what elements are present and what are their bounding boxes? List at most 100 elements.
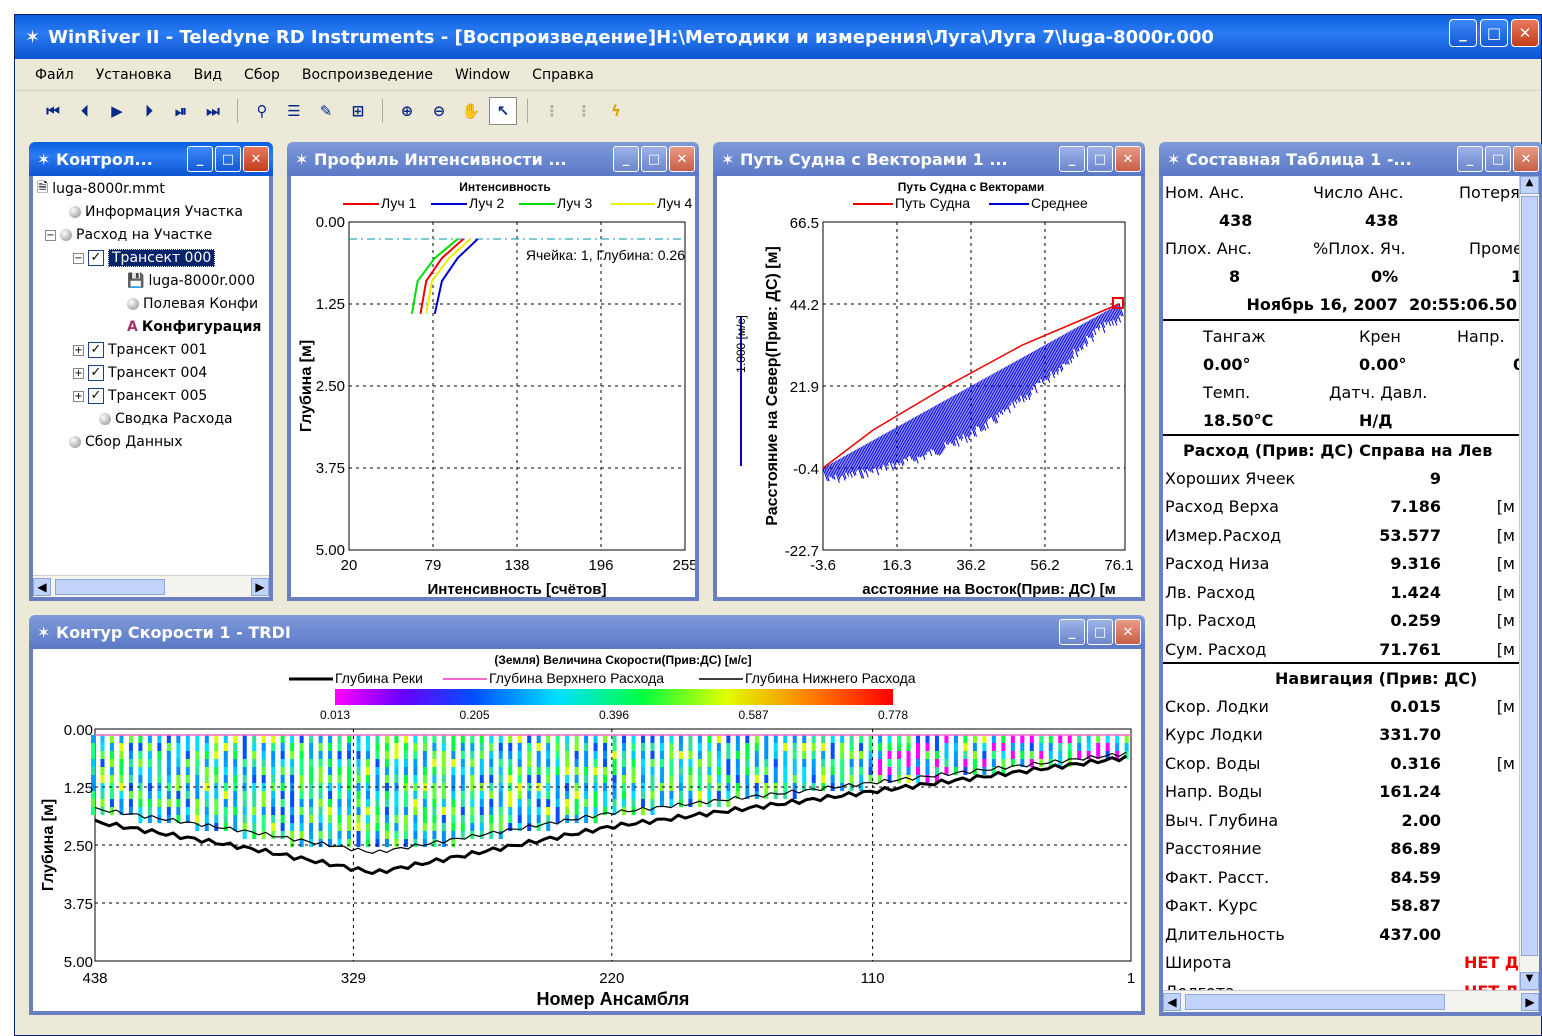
close-button[interactable]: ✕ [1115,619,1141,645]
minimize-button[interactable]: _ [1449,19,1477,47]
minimize-button[interactable]: _ [1059,619,1085,645]
track-window-title[interactable]: ✶ Путь Судна с Векторами 1 ... _ □ ✕ [713,142,1145,176]
contour-cell [498,735,503,743]
menu-playback[interactable]: Воспроизведение [301,66,433,83]
contour-cell [271,807,276,815]
minimize-button[interactable]: _ [187,146,213,172]
scroll-right-icon[interactable]: ▶ [1521,992,1539,1011]
control-window-title[interactable]: ✶ Контрол... _ □ ✕ [29,142,273,176]
contour-cell [432,791,437,799]
properties-icon[interactable]: ☰ [287,102,301,120]
tree-item-site-info[interactable]: Информация Участка [69,201,243,223]
table-window-title[interactable]: ✶ Составная Таблица 1 -... _ □ ✕ [1159,142,1542,176]
first-icon[interactable]: ⏮ [46,102,60,120]
velocity-vector [1017,359,1031,397]
expand-icon[interactable]: + [73,367,84,379]
last-icon[interactable]: ⏭ [206,102,220,120]
tree-item-transect-004[interactable]: + ✓ Трансект 004 [73,365,208,381]
maximize-button[interactable]: □ [1087,146,1113,172]
grid-off-icon[interactable]: ⋮ [544,102,560,120]
play-icon[interactable]: ▶ [111,102,123,120]
menu-view[interactable]: Вид [193,66,223,83]
expand-icon[interactable]: + [73,390,84,402]
collapse-icon[interactable]: − [73,252,84,264]
tree-item-project[interactable]: 🗎 luga-8000r.mmt [37,178,165,200]
contour-cell [223,743,228,751]
tree-item-summary[interactable]: Сводка Расхода [99,408,233,430]
scroll-right-icon[interactable]: ▶ [251,577,269,596]
step-icon[interactable]: ⏵ [145,102,153,120]
legend-item: Глубина Верхнего Расхода [489,670,664,686]
maximize-button[interactable]: □ [1485,146,1511,172]
close-button[interactable]: ✕ [243,146,269,172]
maximize-button[interactable]: □ [641,146,667,172]
vertical-scrollbar[interactable]: ▲ ▼ [1519,176,1539,990]
edit-icon[interactable]: ✎ [319,102,333,120]
horizontal-scrollbar[interactable]: ◀ ▶ [1163,990,1539,1012]
contour-cell [574,767,579,775]
tree-item-transect-005[interactable]: + ✓ Трансект 005 [73,388,208,404]
close-button[interactable]: ✕ [669,146,695,172]
pause-icon[interactable]: ⏯ [174,102,187,120]
velocity-vector [859,447,868,470]
close-button[interactable]: ✕ [1115,146,1141,172]
scroll-left-icon[interactable]: ◀ [33,577,51,596]
zoom-out-icon[interactable]: ⊖ [432,102,446,120]
checkbox[interactable]: ✓ [88,250,104,266]
prev-icon[interactable]: ⏴ [81,102,89,120]
checkbox[interactable]: ✓ [88,342,104,358]
velocity-vector [1003,367,1018,404]
contour-cell [897,751,902,759]
expand-icon[interactable]: + [73,344,84,356]
maximize-button[interactable]: □ [1087,619,1113,645]
tree-item-acquire[interactable]: Сбор Данных [69,431,182,453]
tree-item-transect-000[interactable]: − ✓ Трансект 000 [73,247,216,269]
x-tick-label: 36.2 [956,557,985,574]
scroll-thumb[interactable] [55,578,165,595]
lightning-icon[interactable]: ϟ [611,102,621,120]
tree-item-config[interactable]: A Конфигурация [127,319,262,335]
menu-acquire[interactable]: Сбор [244,66,280,83]
zoom-in-icon[interactable]: ⊕ [400,102,414,120]
x-tick-label: 196 [588,557,613,574]
maximize-button[interactable]: □ [1480,19,1508,47]
contour-window-title[interactable]: ✶ Контур Скорости 1 - TRDI _ □ ✕ [29,615,1145,649]
contour-cell [109,735,114,743]
close-button[interactable]: ✕ [1511,19,1539,47]
scroll-thumb[interactable] [1521,196,1538,956]
tree-item-transect-001[interactable]: + ✓ Трансект 001 [73,342,208,358]
horizontal-scrollbar[interactable]: ◀ ▶ [33,575,269,597]
tree-item-field-config[interactable]: Полевая Конфи [127,293,258,315]
tree-item-site-discharge[interactable]: − Расход на Участке [45,227,213,243]
scroll-down-icon[interactable]: ▼ [1520,972,1539,990]
contour-cell [584,751,589,759]
scroll-up-icon[interactable]: ▲ [1520,176,1539,194]
minimize-button[interactable]: _ [613,146,639,172]
velocity-vector [881,434,893,464]
checkbox[interactable]: ✓ [88,365,104,381]
scroll-left-icon[interactable]: ◀ [1163,992,1181,1011]
contour-cell [347,751,352,759]
probe-icon[interactable]: ⚲ [256,102,268,120]
maximize-button[interactable]: □ [215,146,241,172]
title-bar[interactable]: ✶ WinRiver II - Teledyne RD Instruments … [15,15,1541,59]
menu-setup[interactable]: Установка [95,66,172,83]
pan-icon[interactable]: ✋ [461,102,481,120]
menu-file[interactable]: Файл [35,66,74,83]
minimize-button[interactable]: _ [1457,146,1483,172]
tree-item-file[interactable]: 💾 luga-8000r.000 [127,273,255,289]
checkbox[interactable]: ✓ [88,388,104,404]
contour-cell [422,743,427,751]
pointer-icon[interactable]: ↖ [489,97,517,125]
menu-help[interactable]: Справка [532,66,594,83]
grid-icon[interactable]: ⊞ [351,102,365,120]
intensity-window-title[interactable]: ✶ Профиль Интенсивности ... _ □ ✕ [287,142,699,176]
menu-window[interactable]: Window [454,66,511,83]
columns-icon[interactable]: ⋮ [576,102,592,120]
minimize-button[interactable]: _ [1059,146,1085,172]
close-button[interactable]: ✕ [1513,146,1539,172]
scroll-thumb[interactable] [1185,993,1445,1010]
contour-cell [1077,743,1082,751]
contour-cell [204,759,209,767]
collapse-icon[interactable]: − [45,229,56,241]
